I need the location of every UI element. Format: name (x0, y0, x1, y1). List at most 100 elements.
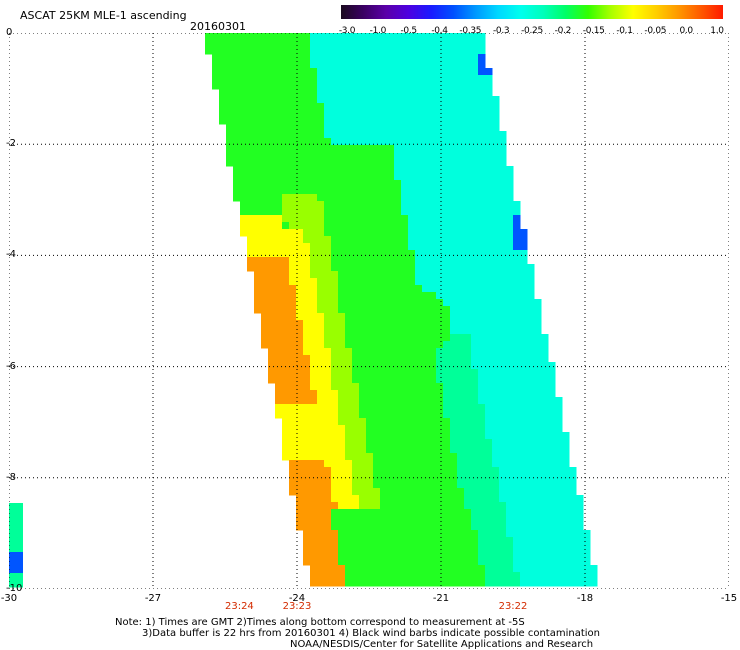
swath-cell (415, 516, 423, 524)
swath-cell (380, 131, 388, 139)
swath-cell (534, 572, 542, 580)
colorbar-tick-label: -3.0 (338, 26, 356, 36)
swath-cell (457, 348, 465, 356)
swath-cell (464, 250, 472, 258)
swath-cell (366, 418, 374, 426)
swath-cell (282, 432, 290, 440)
swath-cell (380, 425, 388, 433)
swath-cell (443, 383, 451, 391)
swath-cell (478, 404, 486, 412)
swath-cell (317, 418, 325, 426)
swath-cell (485, 159, 493, 167)
swath-cell (380, 40, 388, 48)
swath-cell (296, 453, 304, 461)
swath-cell (9, 524, 23, 532)
swath-cell (408, 47, 416, 55)
swath-cell (464, 166, 472, 174)
swath-cell (254, 306, 262, 314)
swath-cell (359, 47, 367, 55)
swath-cell (317, 460, 325, 468)
swath-cell (289, 159, 297, 167)
swath-cell (401, 327, 409, 335)
swath-cell (464, 61, 472, 69)
swath-cell (478, 530, 486, 538)
swath-cell (422, 166, 430, 174)
swath-cell (226, 33, 234, 41)
swath-cell (338, 292, 346, 300)
swath-cell (366, 229, 374, 237)
swath-cell (422, 194, 430, 202)
swath-cell (310, 159, 318, 167)
swath-cell (359, 481, 367, 489)
swath-cell (296, 187, 304, 195)
swath-cell (282, 383, 290, 391)
swath-cell (268, 285, 276, 293)
swath-cell (534, 327, 542, 335)
swath-cell (324, 215, 332, 223)
swath-cell (471, 334, 479, 342)
swath-cell (506, 292, 514, 300)
swath-cell (219, 89, 227, 97)
swath-cell (352, 376, 360, 384)
swath-cell (380, 362, 388, 370)
swath-cell (471, 61, 479, 69)
swath-cell (401, 250, 409, 258)
swath-cell (338, 271, 346, 279)
swath-cell (408, 264, 416, 272)
swath-cell (429, 411, 437, 419)
swath-cell (373, 404, 381, 412)
swath-cell (380, 292, 388, 300)
swath-cell (485, 257, 493, 265)
y-tick-label: -4 (6, 249, 16, 261)
swath-cell (324, 271, 332, 279)
swath-cell (499, 355, 507, 363)
swath-cell (352, 509, 360, 517)
swath-cell (492, 376, 500, 384)
swath-cell (464, 222, 472, 230)
swath-cell (499, 537, 507, 545)
swath-cell (247, 180, 255, 188)
swath-cell (464, 537, 472, 545)
swath-cell (429, 299, 437, 307)
swath-cell (450, 355, 458, 363)
swath-cell (548, 425, 556, 433)
swath-cell (485, 558, 493, 566)
swath-cell (485, 439, 493, 447)
swath-cell (415, 194, 423, 202)
swath-cell (317, 194, 325, 202)
swath-cell (422, 306, 430, 314)
swath-cell (422, 285, 430, 293)
swath-cell (366, 208, 374, 216)
swath-cell (429, 278, 437, 286)
swath-cell (310, 348, 318, 356)
swath-cell (303, 187, 311, 195)
swath-cell (499, 439, 507, 447)
swath-cell (478, 579, 486, 587)
swath-cell (541, 551, 549, 559)
swath-cell (310, 68, 318, 76)
swath-cell (513, 558, 521, 566)
swath-cell (408, 313, 416, 321)
swath-cell (282, 117, 290, 125)
swath-cell (282, 145, 290, 153)
swath-cell (303, 432, 311, 440)
swath-cell (380, 180, 388, 188)
swath-cell (492, 516, 500, 524)
swath-cell (345, 75, 353, 83)
swath-cell (324, 292, 332, 300)
swath-cell (408, 565, 416, 573)
swath-cell (359, 194, 367, 202)
swath-cell (359, 264, 367, 272)
swath-cell (562, 453, 570, 461)
swath-cell (408, 180, 416, 188)
swath-cell (506, 362, 514, 370)
swath-cell (415, 320, 423, 328)
swath-cell (247, 264, 255, 272)
swath-cell (401, 306, 409, 314)
swath-cell (394, 572, 402, 580)
swath-cell (303, 495, 311, 503)
swath-cell (457, 418, 465, 426)
swath-cell (282, 229, 290, 237)
swath-cell (450, 68, 458, 76)
swath-cell (408, 299, 416, 307)
